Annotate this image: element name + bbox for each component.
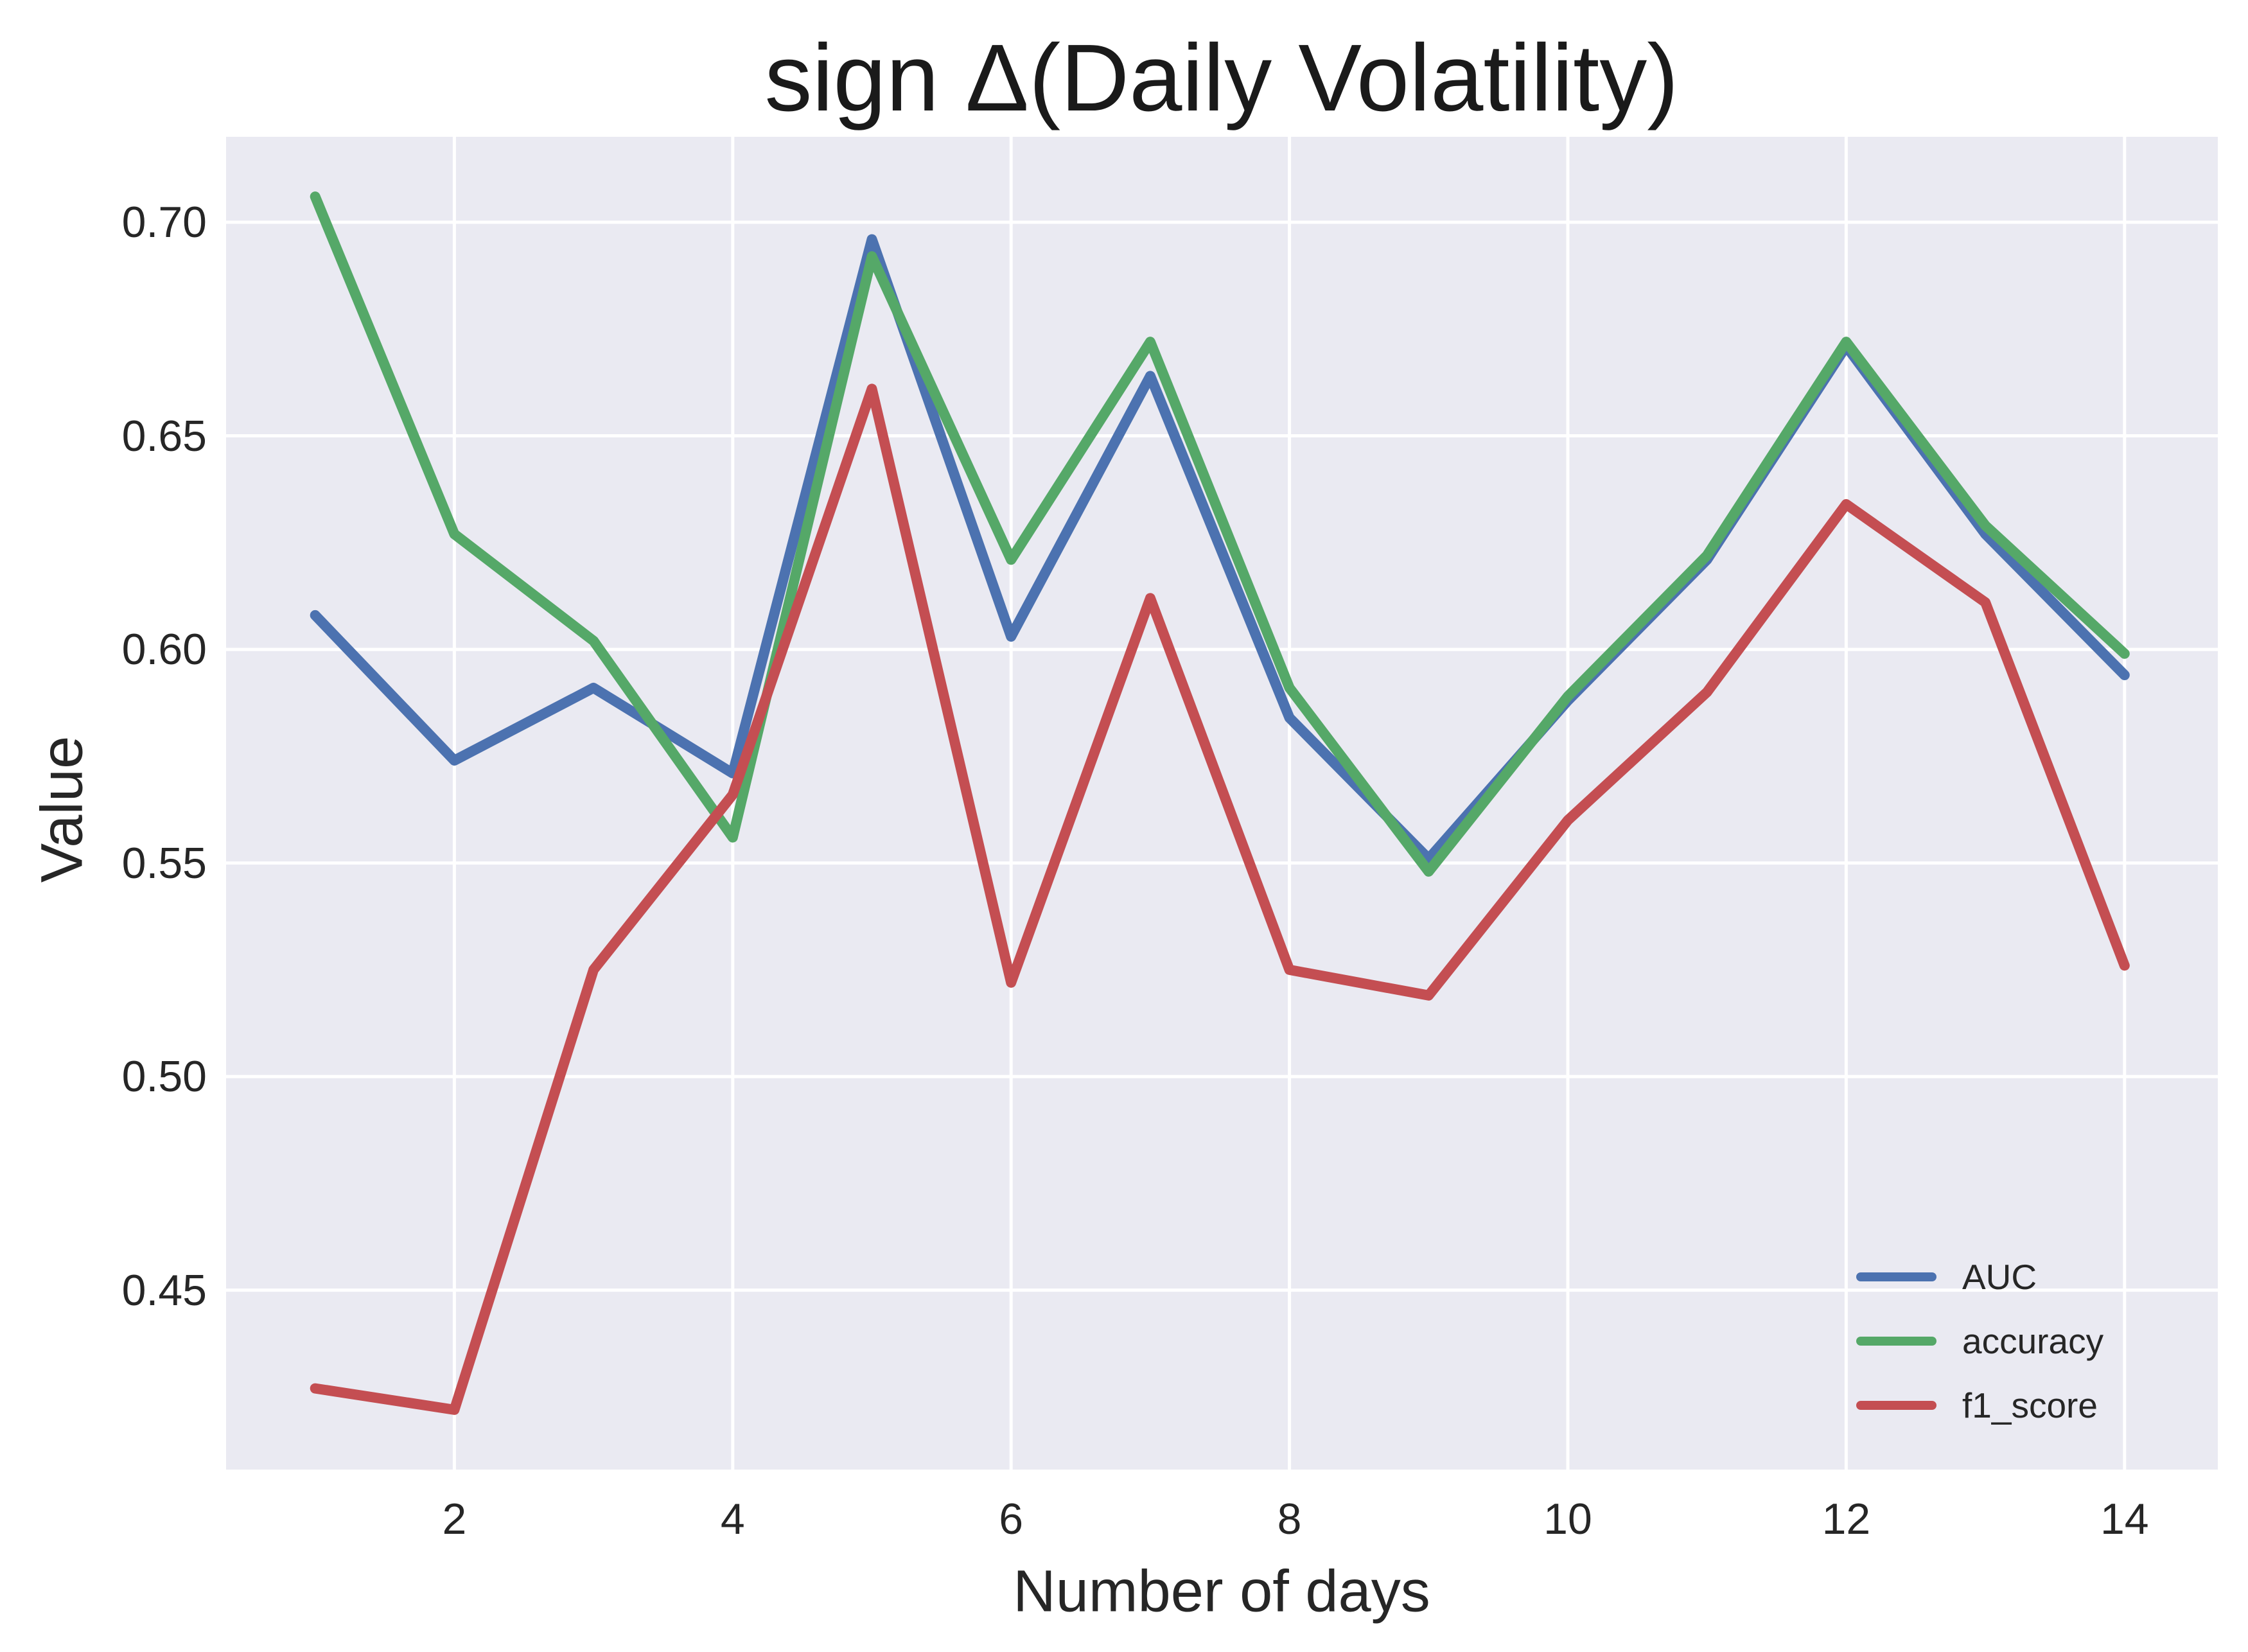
series-line-f1_score bbox=[310, 383, 2130, 1415]
y-tick-label: 0.50 bbox=[121, 1052, 207, 1102]
x-tick-label: 14 bbox=[2100, 1495, 2149, 1543]
x-axis-label: Number of days bbox=[1013, 1558, 1430, 1624]
plot-area bbox=[226, 137, 2218, 1470]
x-tick-label: 6 bbox=[999, 1495, 1024, 1543]
legend-line-icon bbox=[1856, 1272, 1936, 1281]
legend-item-AUC: AUC bbox=[1856, 1245, 2103, 1309]
legend-label: f1_score bbox=[1962, 1385, 2098, 1425]
legend-label: accuracy bbox=[1962, 1321, 2104, 1361]
series-line-AUC bbox=[310, 234, 2130, 864]
x-tick-label: 4 bbox=[720, 1495, 745, 1543]
x-tick-label: 12 bbox=[1822, 1495, 1871, 1543]
y-tick-label: 0.55 bbox=[121, 838, 207, 888]
legend: AUC accuracy f1_score bbox=[1856, 1245, 2103, 1437]
x-tick-label: 2 bbox=[442, 1495, 467, 1543]
x-tick-label: 10 bbox=[1543, 1495, 1592, 1543]
legend-line-icon bbox=[1856, 1337, 1936, 1346]
y-tick-label: 0.65 bbox=[121, 411, 207, 461]
series-line-accuracy bbox=[310, 191, 2130, 877]
legend-item-f1_score: f1_score bbox=[1856, 1373, 2103, 1437]
legend-line-icon bbox=[1856, 1401, 1936, 1410]
y-tick-label: 0.45 bbox=[121, 1265, 207, 1315]
chart-title: sign Δ(Daily Volatility) bbox=[764, 25, 1679, 131]
y-tick-label: 0.60 bbox=[121, 625, 207, 674]
legend-item-accuracy: accuracy bbox=[1856, 1309, 2103, 1373]
y-tick-label: 0.70 bbox=[121, 198, 207, 247]
x-tick-label: 8 bbox=[1277, 1495, 1302, 1543]
legend-label: AUC bbox=[1962, 1257, 2037, 1297]
